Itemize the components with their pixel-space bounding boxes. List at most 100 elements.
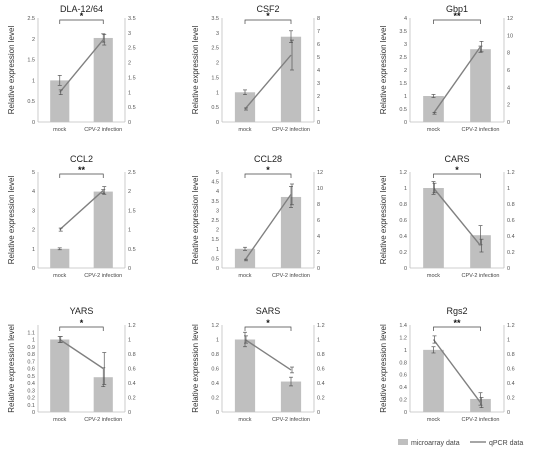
left-tick-label: 0.5 [27, 374, 35, 380]
right-tick-label: 12 [317, 170, 323, 176]
significance-marker: * [80, 11, 84, 21]
chart-title: Gbp1 [446, 4, 468, 14]
significance-bracket [244, 19, 292, 24]
left-tick-label: 1 [216, 338, 219, 344]
right-tick-label: 0.4 [507, 381, 515, 387]
left-tick-label: 0.6 [399, 218, 407, 224]
category-label: mock [53, 417, 66, 423]
category-label: mock [427, 127, 440, 133]
qpcr-line [244, 338, 292, 371]
chart-title: CARS [444, 154, 469, 164]
right-tick-label: 0.2 [507, 396, 515, 402]
right-tick-label: 2 [128, 189, 131, 195]
left-tick-label: 4 [32, 189, 35, 195]
right-tick-label: 1 [128, 90, 131, 96]
right-tick-label: 0 [507, 266, 510, 272]
right-tick-label: 0.2 [507, 250, 515, 256]
chart-panel-4: CCL2 Relative expression level 0 1 2 3 4 5 0 0.5 1… [7, 154, 136, 279]
category-label: mock [53, 127, 66, 133]
left-tick-label: 0 [404, 120, 407, 126]
qpcr-line [244, 54, 292, 110]
y-axis-label: Relative expression level [191, 324, 200, 413]
left-tick-label: 1 [404, 186, 407, 192]
left-tick-label: 1.5 [211, 237, 219, 243]
right-tick-label: 0.5 [128, 247, 136, 253]
y-axis-label: Relative expression level [7, 26, 16, 115]
left-tick-label: 1.5 [399, 81, 407, 87]
right-tick-label: 2 [317, 94, 320, 100]
bar-infection [280, 381, 302, 412]
chart-panel-8: SARS Relative expression level 0 0.2 0.4 0.6 0… [191, 306, 325, 423]
right-tick-label: 0.8 [507, 352, 515, 358]
qpcr-line [432, 339, 482, 403]
category-label: CPV-2 infection [84, 273, 122, 279]
significance-marker: * [455, 165, 459, 175]
right-tick-label: 0 [317, 120, 320, 126]
left-tick-label: 2 [404, 68, 407, 74]
left-tick-label: 1 [404, 348, 407, 354]
right-tick-label: 10 [507, 33, 513, 39]
right-tick-label: 4 [317, 234, 320, 240]
left-tick-label: 2.5 [211, 218, 219, 224]
left-tick-label: 1.4 [399, 323, 407, 329]
category-label: CPV-2 infection [462, 127, 500, 133]
chart-title: CCL2 [70, 154, 93, 164]
right-tick-label: 7 [317, 29, 320, 35]
right-tick-label: 1 [507, 338, 510, 344]
left-tick-label: 3 [404, 42, 407, 48]
category-label: CPV-2 infection [272, 273, 310, 279]
bar-infection [93, 37, 113, 122]
left-tick-label: 1 [404, 94, 407, 100]
right-tick-label: 2.5 [128, 170, 136, 176]
left-tick-label: 4.5 [211, 180, 219, 186]
right-tick-label: 1.2 [317, 323, 325, 329]
right-tick-label: 3 [128, 31, 131, 37]
y-axis-label: Relative expression level [7, 176, 16, 265]
chart-panel-5: CCL28 Relative expression level 0 0.5 1 1.5 2 2… [191, 154, 323, 279]
chart-panel-2: CSF2 Relative expression level 0 0.5 1 1.5 2 2.… [191, 4, 320, 133]
left-tick-label: 0 [404, 410, 407, 416]
left-tick-label: 3.5 [399, 29, 407, 35]
chart-panel-6: CARS Relative expression level 0 0.2 0.4 0.6 0… [379, 154, 515, 279]
qpcr-line [59, 338, 104, 370]
left-tick-label: 0.1 [27, 403, 35, 409]
right-tick-label: 0.8 [128, 352, 136, 358]
right-tick-label: 0.4 [317, 381, 325, 387]
left-tick-label: 5 [216, 170, 219, 176]
left-tick-label: 3 [32, 208, 35, 214]
left-tick-label: 0.6 [211, 367, 219, 373]
left-tick-label: 1.2 [211, 323, 219, 329]
left-tick-label: 0 [32, 266, 35, 272]
left-tick-label: 3.5 [211, 16, 219, 22]
left-tick-label: 1.1 [27, 330, 35, 336]
right-tick-label: 2 [507, 103, 510, 109]
left-tick-label: 0 [32, 120, 35, 126]
significance-bracket [433, 19, 481, 24]
left-tick-label: 0.5 [399, 107, 407, 113]
right-tick-label: 0.4 [128, 381, 136, 387]
bar-mock [234, 248, 256, 268]
right-tick-label: 0.2 [128, 396, 136, 402]
bar-infection [280, 196, 302, 268]
left-tick-label: 2 [32, 37, 35, 43]
bar-mock [50, 80, 70, 122]
bar-mock [423, 96, 444, 122]
significance-bracket [244, 326, 292, 331]
left-tick-label: 1.2 [399, 335, 407, 341]
right-tick-label: 0.2 [317, 396, 325, 402]
left-tick-label: 0.4 [399, 385, 407, 391]
left-tick-label: 3.5 [211, 199, 219, 205]
right-tick-label: 0.8 [317, 352, 325, 358]
right-tick-label: 5 [317, 55, 320, 61]
significance-marker: * [266, 11, 270, 21]
left-tick-label: 1.2 [399, 170, 407, 176]
right-tick-label: 0.5 [128, 105, 136, 111]
right-tick-label: 0.6 [128, 367, 136, 373]
right-tick-label: 6 [507, 68, 510, 74]
legend-bar-label: microarray data [411, 440, 460, 447]
left-tick-label: 4 [404, 16, 407, 22]
chart-title: DLA-12/64 [60, 4, 103, 14]
left-tick-label: 2 [216, 61, 219, 67]
significance-marker: * [266, 165, 270, 175]
